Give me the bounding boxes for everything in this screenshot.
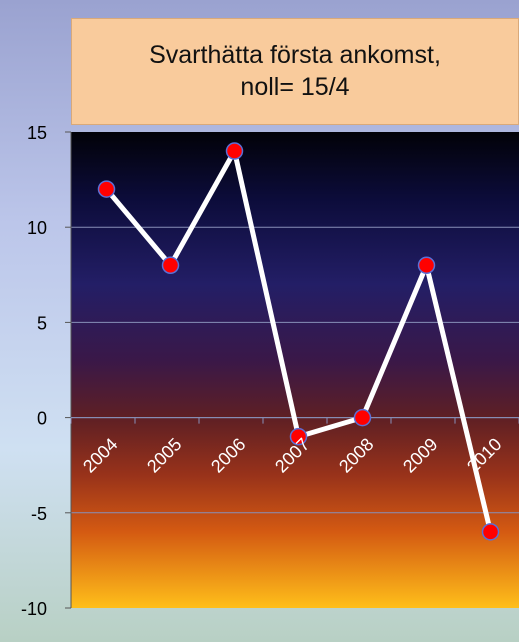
data-point xyxy=(353,408,372,427)
data-point xyxy=(161,256,180,275)
data-point xyxy=(225,142,244,160)
data-point xyxy=(289,427,308,446)
y-tick-label: 0 xyxy=(37,409,47,429)
chart-title-box: Svarthätta första ankomst, noll= 15/4 xyxy=(71,18,519,125)
chart-title: Svarthätta första ankomst, noll= 15/4 xyxy=(149,41,441,101)
y-tick-label: 15 xyxy=(27,123,47,143)
series xyxy=(97,142,500,541)
y-tick-label: 10 xyxy=(27,218,47,238)
y-tick-label: -5 xyxy=(31,504,47,524)
data-point xyxy=(417,256,436,275)
data-point xyxy=(97,180,116,198)
data-point xyxy=(481,523,500,541)
y-tick-label: 5 xyxy=(37,313,47,333)
y-tick-label: -10 xyxy=(21,599,47,619)
plot-background xyxy=(71,132,519,608)
